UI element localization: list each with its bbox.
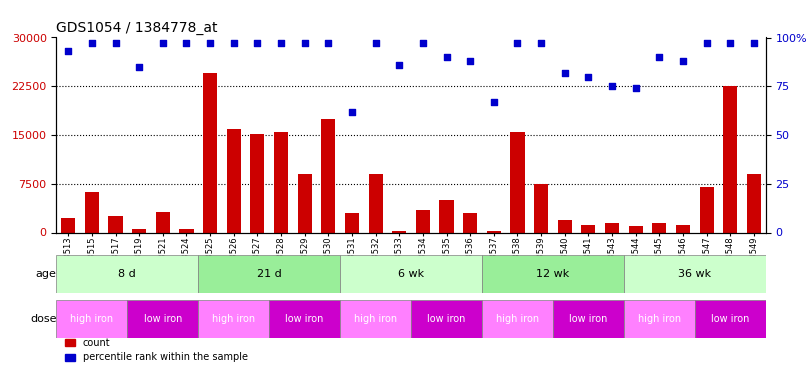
Bar <box>156 212 170 232</box>
Bar <box>700 187 713 232</box>
Bar <box>393 231 406 232</box>
Text: high iron: high iron <box>354 314 397 324</box>
Point <box>724 40 737 46</box>
Bar <box>581 225 596 232</box>
Bar <box>676 225 690 232</box>
Point <box>62 48 75 54</box>
Point <box>156 40 169 46</box>
Point <box>488 99 501 105</box>
Point <box>605 83 618 89</box>
FancyBboxPatch shape <box>340 300 411 338</box>
Bar <box>416 210 430 232</box>
Bar <box>652 223 667 232</box>
Bar <box>274 132 288 232</box>
Bar <box>723 86 737 232</box>
Bar <box>61 218 75 232</box>
Bar <box>203 73 217 232</box>
FancyBboxPatch shape <box>127 300 198 338</box>
Point <box>629 85 642 91</box>
Text: dose: dose <box>30 314 56 324</box>
Legend: count, percentile rank within the sample: count, percentile rank within the sample <box>61 334 251 366</box>
Text: 8 d: 8 d <box>118 269 136 279</box>
Bar <box>629 226 642 232</box>
Point <box>700 40 713 46</box>
Bar <box>109 216 123 232</box>
Bar <box>251 134 264 232</box>
Point <box>747 40 760 46</box>
FancyBboxPatch shape <box>695 300 766 338</box>
Point <box>180 40 193 46</box>
Bar <box>85 192 99 232</box>
FancyBboxPatch shape <box>269 300 340 338</box>
Text: low iron: low iron <box>711 314 750 324</box>
Point <box>676 58 689 64</box>
Bar <box>534 184 548 232</box>
Point <box>440 54 453 60</box>
Text: high iron: high iron <box>212 314 256 324</box>
Point <box>582 74 595 80</box>
Bar <box>368 174 383 232</box>
Bar <box>605 223 619 232</box>
Point <box>133 64 146 70</box>
Text: low iron: low iron <box>427 314 466 324</box>
Point <box>227 40 240 46</box>
Bar <box>487 231 501 232</box>
Bar <box>510 132 525 232</box>
Text: high iron: high iron <box>638 314 681 324</box>
Bar <box>132 229 146 232</box>
Bar <box>747 174 761 232</box>
Text: GDS1054 / 1384778_at: GDS1054 / 1384778_at <box>56 21 218 35</box>
FancyBboxPatch shape <box>482 300 553 338</box>
Point <box>109 40 122 46</box>
Point <box>85 40 98 46</box>
FancyBboxPatch shape <box>624 300 695 338</box>
Bar <box>439 200 454 232</box>
Point <box>417 40 430 46</box>
FancyBboxPatch shape <box>482 255 624 292</box>
Text: 12 wk: 12 wk <box>536 269 570 279</box>
FancyBboxPatch shape <box>56 255 198 292</box>
Text: high iron: high iron <box>70 314 114 324</box>
Point <box>322 40 334 46</box>
FancyBboxPatch shape <box>198 300 269 338</box>
Text: age: age <box>35 269 56 279</box>
FancyBboxPatch shape <box>198 255 340 292</box>
Text: low iron: low iron <box>569 314 608 324</box>
Bar <box>297 174 312 232</box>
Point <box>275 40 288 46</box>
Text: 36 wk: 36 wk <box>678 269 712 279</box>
Point <box>393 62 405 68</box>
Text: low iron: low iron <box>285 314 324 324</box>
Point <box>369 40 382 46</box>
Point <box>251 40 264 46</box>
Point <box>346 109 359 115</box>
Text: 21 d: 21 d <box>257 269 281 279</box>
Text: low iron: low iron <box>143 314 182 324</box>
Bar <box>463 213 477 232</box>
Point <box>298 40 311 46</box>
Bar <box>322 119 335 232</box>
FancyBboxPatch shape <box>624 255 766 292</box>
Point <box>511 40 524 46</box>
FancyBboxPatch shape <box>340 255 482 292</box>
Point <box>559 70 571 76</box>
Point <box>653 54 666 60</box>
Bar <box>226 129 241 232</box>
Point <box>534 40 547 46</box>
Bar <box>345 213 359 232</box>
Text: 6 wk: 6 wk <box>398 269 424 279</box>
Point <box>463 58 476 64</box>
FancyBboxPatch shape <box>553 300 624 338</box>
FancyBboxPatch shape <box>411 300 482 338</box>
Bar <box>558 219 571 232</box>
Point <box>204 40 217 46</box>
FancyBboxPatch shape <box>56 300 127 338</box>
Text: high iron: high iron <box>496 314 539 324</box>
Bar <box>180 229 193 232</box>
